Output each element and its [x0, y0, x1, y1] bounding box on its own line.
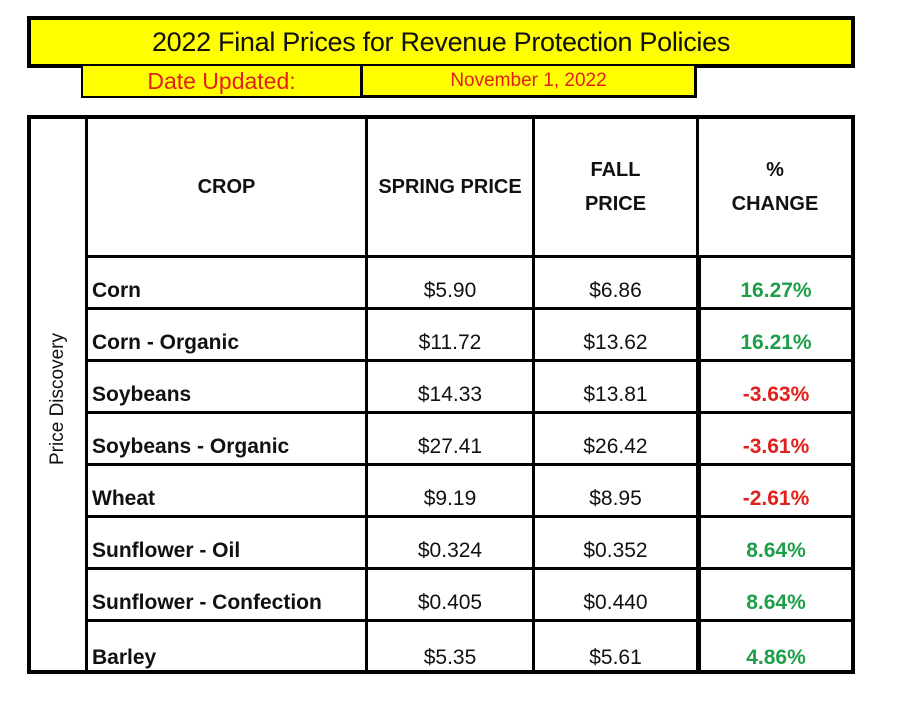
cell-fall-price: $13.81	[535, 362, 699, 411]
header-fall-price: FALL PRICE	[535, 119, 699, 255]
table-row: Sunflower - Oil $0.324 $0.352 8.64%	[88, 518, 851, 570]
cell-percent-change: 16.27%	[699, 258, 851, 307]
cell-fall-price: $13.62	[535, 310, 699, 359]
cell-percent-change: -3.61%	[699, 414, 851, 463]
cell-percent-change: 8.64%	[699, 570, 851, 619]
cell-fall-price: $0.440	[535, 570, 699, 619]
header-change-line2: CHANGE	[731, 193, 819, 215]
cell-spring-price: $14.33	[368, 362, 535, 411]
cell-spring-price: $27.41	[368, 414, 535, 463]
date-updated-label: Date Updated:	[81, 66, 362, 98]
cell-fall-price: $5.61	[535, 622, 699, 674]
header-percent-change: % CHANGE	[699, 119, 851, 255]
header-row: CROP SPRING PRICE FALL PRICE % CHANGE	[88, 119, 851, 258]
cell-percent-change: -3.63%	[699, 362, 851, 411]
cell-fall-price: $6.86	[535, 258, 699, 307]
table-grid: CROP SPRING PRICE FALL PRICE % CHANGE Corn…	[88, 119, 851, 674]
cell-percent-change: -2.61%	[699, 466, 851, 515]
price-table: Price Discovery CROP SPRING PRICE FALL PR…	[27, 115, 855, 674]
cell-crop: Soybeans	[88, 362, 368, 411]
date-updated-value: November 1, 2022	[360, 66, 697, 98]
cell-crop: Sunflower - Oil	[88, 518, 368, 567]
cell-fall-price: $8.95	[535, 466, 699, 515]
header-fall-line2: PRICE	[584, 193, 647, 215]
page-title: 2022 Final Prices for Revenue Protection…	[27, 16, 855, 68]
header-spring-price: SPRING PRICE	[368, 119, 535, 255]
table-row: Barley $5.35 $5.61 4.86%	[88, 622, 851, 674]
cell-spring-price: $5.35	[368, 622, 535, 674]
cell-crop: Corn - Organic	[88, 310, 368, 359]
cell-spring-price: $0.324	[368, 518, 535, 567]
table-row: Corn - Organic $11.72 $13.62 16.21%	[88, 310, 851, 362]
table-row: Soybeans $14.33 $13.81 -3.63%	[88, 362, 851, 414]
side-label-cell: Price Discovery	[31, 119, 88, 670]
table-row: Soybeans - Organic $27.41 $26.42 -3.61%	[88, 414, 851, 466]
table-row: Sunflower - Confection $0.405 $0.440 8.6…	[88, 570, 851, 622]
cell-spring-price: $11.72	[368, 310, 535, 359]
header-change-line1: %	[766, 159, 784, 181]
cell-spring-price: $0.405	[368, 570, 535, 619]
cell-crop: Barley	[88, 622, 368, 674]
header-crop: CROP	[88, 119, 368, 255]
cell-spring-price: $9.19	[368, 466, 535, 515]
table-row: Corn $5.90 $6.86 16.27%	[88, 258, 851, 310]
cell-percent-change: 16.21%	[699, 310, 851, 359]
cell-crop: Wheat	[88, 466, 368, 515]
cell-crop: Corn	[88, 258, 368, 307]
cell-crop: Sunflower - Confection	[88, 570, 368, 619]
cell-percent-change: 8.64%	[699, 518, 851, 567]
cell-spring-price: $5.90	[368, 258, 535, 307]
side-label: Price Discovery	[47, 333, 68, 465]
cell-crop: Soybeans - Organic	[88, 414, 368, 463]
cell-fall-price: $26.42	[535, 414, 699, 463]
cell-fall-price: $0.352	[535, 518, 699, 567]
table-row: Wheat $9.19 $8.95 -2.61%	[88, 466, 851, 518]
header-fall-line1: FALL	[590, 159, 641, 181]
cell-percent-change: 4.86%	[699, 622, 851, 674]
